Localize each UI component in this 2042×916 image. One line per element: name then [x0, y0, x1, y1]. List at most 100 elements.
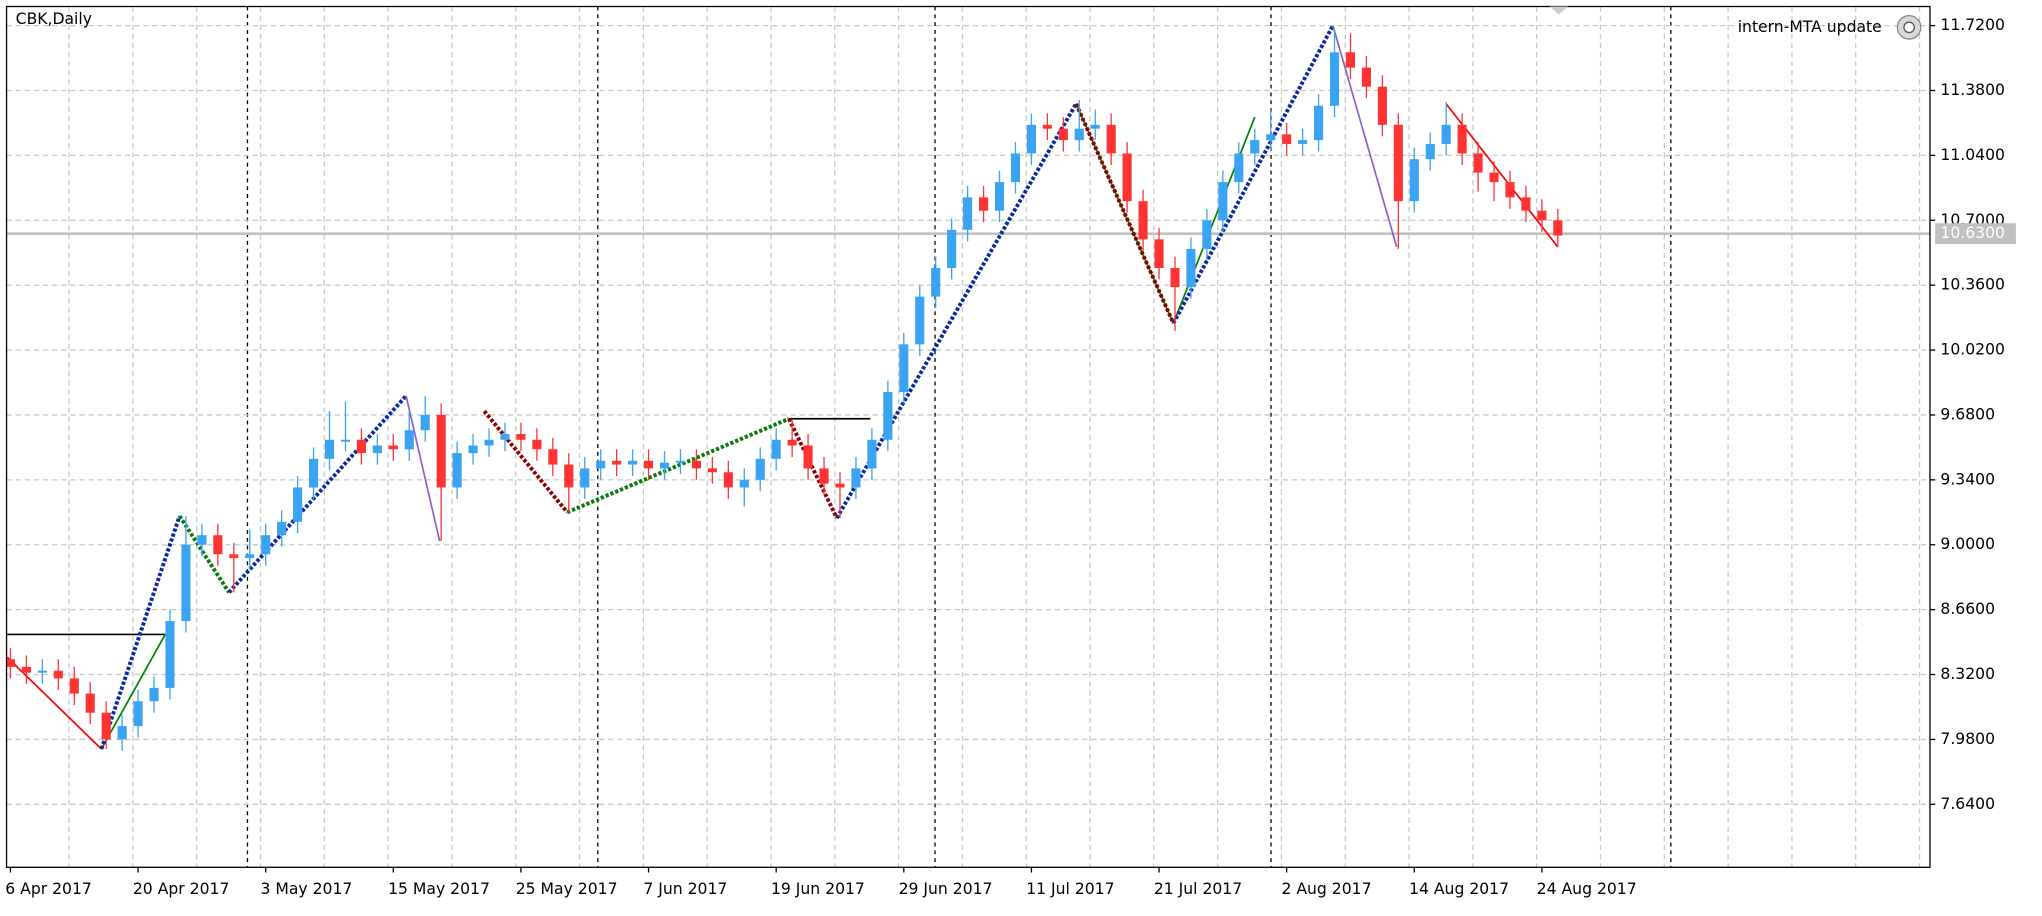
- candle-body: [37, 670, 47, 673]
- plot-frame: [5, 5, 1931, 868]
- y-tick-label: 8.6600: [1940, 600, 1995, 618]
- candle-body: [452, 453, 462, 488]
- zigzag-line: [1074, 103, 1176, 325]
- candle-body: [1010, 153, 1021, 183]
- candle-body: [1314, 105, 1324, 141]
- candle-body: [1026, 124, 1036, 154]
- candle-body: [1298, 140, 1308, 144]
- y-tick-label: 9.3400: [1940, 470, 1995, 488]
- candle-body: [899, 344, 909, 393]
- scroll-marker: [1549, 6, 1568, 15]
- x-tick-label: 25 May 2017: [516, 880, 618, 898]
- candle-body: [468, 445, 478, 454]
- candle-body: [1553, 220, 1563, 236]
- candle-body: [915, 296, 925, 345]
- candle-body: [1122, 153, 1132, 202]
- candle-body: [1154, 239, 1164, 268]
- candle-body: [931, 267, 941, 297]
- candle-body: [1218, 182, 1228, 221]
- candle-body: [69, 678, 79, 694]
- candle-body: [1234, 153, 1244, 183]
- candle-body: [516, 434, 526, 440]
- candle-body: [851, 468, 861, 488]
- candle-body: [372, 445, 382, 454]
- y-tick-label: 9.6800: [1940, 405, 1995, 423]
- grid: [6, 6, 1930, 868]
- candle-body: [356, 439, 366, 454]
- candle-body: [197, 535, 207, 545]
- candle-body: [245, 554, 255, 559]
- zigzag-line: [1171, 24, 1335, 325]
- candle-body: [979, 197, 989, 211]
- candle-body: [436, 414, 446, 488]
- x-tick-label: 2 Aug 2017: [1281, 880, 1371, 898]
- candle-body: [819, 468, 829, 484]
- candles: [5, 29, 1563, 751]
- candle-body: [675, 460, 686, 463]
- candle-body: [1377, 86, 1387, 125]
- x-tick-label: 11 Jul 2017: [1026, 880, 1114, 898]
- y-tick-label: 11.7200: [1940, 16, 2005, 34]
- candle-body: [1282, 134, 1292, 144]
- candle-body: [1345, 52, 1356, 68]
- candle-body: [643, 460, 654, 469]
- x-tick-label: 19 Jun 2017: [771, 880, 865, 898]
- candle-body: [340, 439, 351, 442]
- candle-body: [1393, 124, 1403, 202]
- zigzag-line: [405, 395, 441, 542]
- candle-body: [532, 439, 542, 450]
- candle-body: [165, 621, 175, 688]
- candle-body: [117, 726, 127, 740]
- candle-body: [277, 521, 287, 536]
- candle-body: [1266, 134, 1276, 141]
- y-tick-label: 7.6400: [1940, 795, 1995, 813]
- candle-body: [1441, 124, 1451, 144]
- candle-body: [308, 458, 319, 488]
- candle-body: [723, 472, 733, 488]
- candle-body: [261, 535, 271, 555]
- x-tick-label: 7 Jun 2017: [643, 880, 727, 898]
- y-tick-label: 7.9800: [1940, 730, 1995, 748]
- x-tick-label: 21 Jul 2017: [1154, 880, 1242, 898]
- zigzag-line: [100, 634, 166, 750]
- zigzag-line: [566, 416, 790, 515]
- candle-body: [771, 439, 781, 459]
- zigzag-line: [99, 515, 182, 750]
- candle-body: [101, 712, 111, 740]
- y-tick-label: 10.3600: [1940, 276, 2005, 294]
- y-tick-label: 11.0400: [1940, 146, 2005, 164]
- candle-body: [1505, 182, 1515, 198]
- candle-body: [149, 687, 159, 702]
- annotation: intern-MTA update: [1738, 18, 1882, 36]
- candle-body: [835, 483, 845, 488]
- zigzag-line: [787, 417, 839, 519]
- x-tick-label: 3 May 2017: [260, 880, 352, 898]
- candle-body: [484, 439, 494, 446]
- candle-body: [1138, 201, 1148, 240]
- candle-body: [181, 544, 191, 622]
- candle-body: [867, 439, 877, 469]
- icon-face: [1903, 21, 1915, 34]
- zigzag-line: [177, 515, 231, 594]
- candle-body: [1202, 220, 1212, 249]
- expert-icon[interactable]: [1896, 14, 1922, 40]
- candle-body: [580, 468, 590, 488]
- last-price-label: 10.6300: [1940, 224, 2005, 242]
- candle-body: [612, 460, 622, 465]
- overlays: [6, 24, 1559, 750]
- y-tick-label: 11.3800: [1940, 81, 2005, 99]
- candle-body: [420, 414, 430, 431]
- candle-body: [1250, 140, 1260, 154]
- candle-body: [787, 439, 797, 446]
- candle-body: [133, 701, 143, 727]
- zigzag-line: [227, 394, 408, 594]
- candle-body: [548, 449, 558, 465]
- candle-body: [1106, 124, 1116, 154]
- candle-body: [755, 458, 765, 480]
- candle-body: [691, 460, 701, 469]
- candle-body: [1361, 67, 1371, 87]
- candle-body: [883, 392, 893, 440]
- candle-body: [21, 666, 31, 673]
- candle-body: [803, 445, 813, 469]
